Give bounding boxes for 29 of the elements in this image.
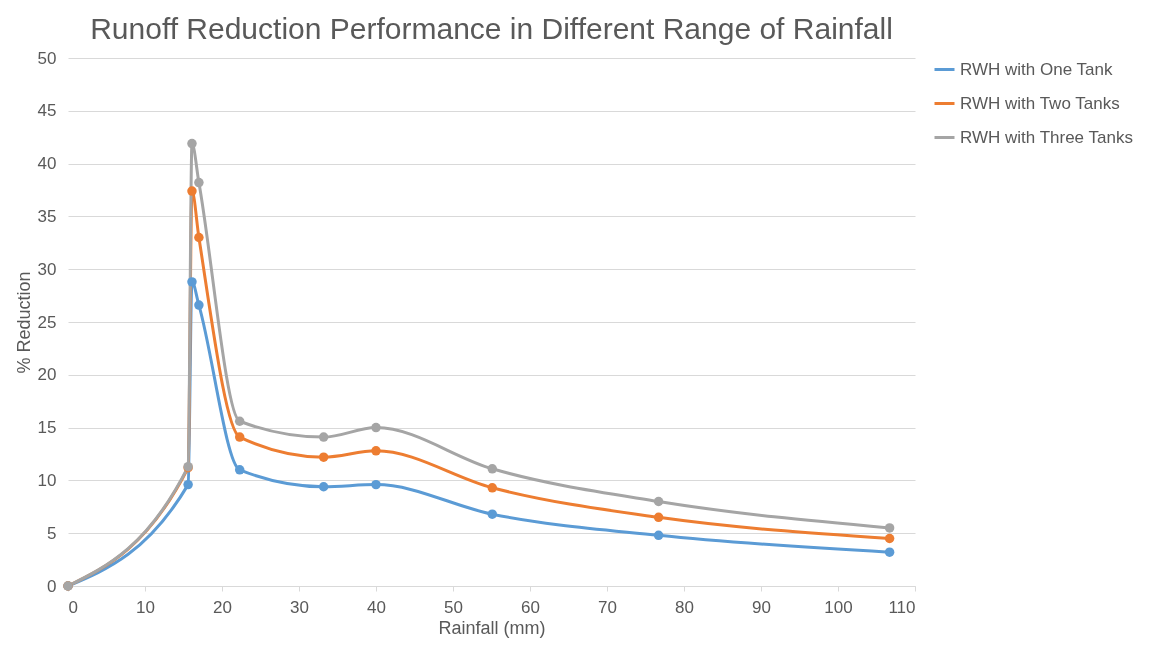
legend-label: RWH with One Tank [960, 59, 1113, 79]
y-tick-label: 30 [37, 259, 57, 279]
x-tick-label: 70 [598, 597, 617, 617]
y-tick-label: 0 [47, 576, 57, 596]
y-tick-label: 15 [37, 418, 57, 438]
x-tick-label: 110 [888, 597, 916, 617]
legend-label: RWH with Three Tanks [960, 127, 1133, 147]
x-tick-label: 0 [68, 597, 78, 617]
y-tick-label: 20 [37, 365, 57, 385]
x-tick-label: 50 [444, 597, 463, 617]
y-tick-label: 45 [37, 101, 57, 121]
y-tick-label: 10 [37, 470, 57, 490]
x-tick-label: 80 [675, 597, 694, 617]
chart-title: Runoff Reduction Performance in Different Range of Rainfall [90, 12, 893, 45]
x-tick-label: 100 [824, 597, 853, 617]
x-tick-label: 60 [521, 597, 540, 617]
x-tick-label: 30 [290, 597, 309, 617]
x-tick-label: 40 [367, 597, 386, 617]
y-tick-label: 5 [47, 523, 57, 543]
y-tick-label: 50 [37, 48, 57, 68]
y-tick-label: 25 [37, 312, 57, 332]
x-axis-title: Rainfall (mm) [438, 617, 546, 638]
x-tick-label: 90 [752, 597, 771, 617]
legend-label: RWH with Two Tanks [960, 93, 1120, 113]
x-tick-label: 20 [213, 597, 232, 617]
y-tick-label: 35 [37, 206, 57, 226]
y-tick-label: 40 [37, 154, 57, 174]
y-axis-title: % Reduction [13, 271, 34, 374]
x-tick-label: 10 [136, 597, 155, 617]
